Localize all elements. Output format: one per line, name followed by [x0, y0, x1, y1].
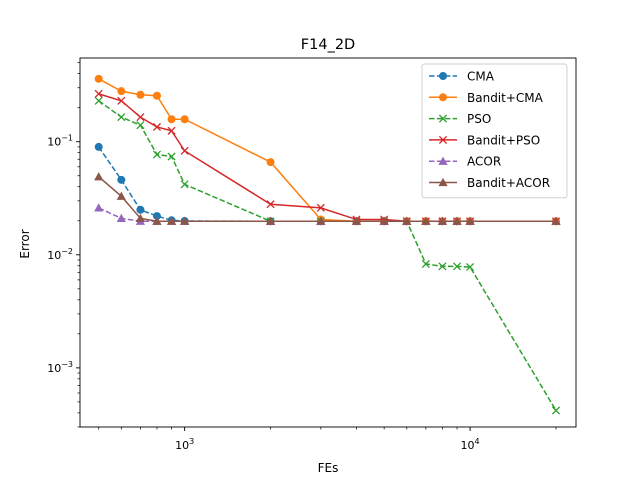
data-point-bandit-acor [94, 172, 104, 181]
legend-item-bandit-pso: Bandit+PSO [429, 133, 540, 147]
data-point-bandit-acor [351, 216, 362, 225]
legend-label: Bandit+CMA [467, 91, 544, 105]
data-point-pso [466, 262, 475, 272]
legend-item-bandit-acor: Bandit+ACOR [429, 176, 550, 190]
data-point-bandit-acor [152, 216, 162, 225]
data-point-bandit-cma [136, 90, 145, 99]
data-point-pso [94, 96, 103, 105]
y-tick-label: 10−2 [47, 247, 73, 262]
data-point-bandit-acor [265, 216, 276, 225]
data-point-bandit-pso [117, 96, 126, 105]
data-point-cma [94, 142, 103, 151]
legend-label: CMA [467, 70, 495, 84]
data-point-bandit-acor [551, 216, 561, 225]
data-point-bandit-cma [152, 91, 161, 100]
legend-box [421, 63, 568, 199]
data-point-bandit-cma [94, 74, 103, 83]
data-point-pso [421, 259, 430, 269]
data-point-pso [551, 406, 561, 415]
legend-item-pso: PSO [429, 112, 491, 126]
data-point-bandit-pso [316, 203, 325, 212]
data-point-bandit-pso [152, 122, 162, 132]
data-point-bandit-acor [452, 216, 462, 225]
data-point-bandit-cma [180, 115, 189, 124]
x-axis-label: FEs [318, 461, 339, 475]
data-point-bandit-acor [437, 216, 448, 225]
legend-label: Bandit+ACOR [467, 176, 550, 190]
data-point-bandit-acor [379, 216, 389, 225]
data-point-bandit-cma [167, 115, 176, 124]
data-point-acor [116, 213, 126, 223]
legend-marker [438, 156, 448, 165]
data-point-bandit-pso [167, 126, 176, 135]
data-point-bandit-acor [465, 216, 475, 225]
data-point-pso [167, 152, 176, 161]
data-point-acor [94, 203, 104, 212]
data-point-pso [438, 262, 447, 271]
data-point-bandit-acor [116, 191, 126, 200]
legend: CMA Bandit+CMA PSO Bandit+PSO ACOR Bandit+ACO… [421, 63, 568, 199]
data-point-cma [136, 205, 145, 214]
data-point-pso [152, 150, 162, 159]
series-bandit-acor [94, 172, 561, 225]
data-point-bandit-pso [136, 113, 145, 122]
legend-marker [438, 135, 448, 144]
series-line-bandit-acor [98, 176, 557, 222]
data-point-bandit-cma [266, 158, 275, 167]
data-point-bandit-acor [180, 216, 190, 225]
y-axis-label: Error [18, 229, 32, 258]
y-tick-label: 10−3 [47, 360, 73, 375]
data-point-bandit-acor [135, 213, 146, 223]
x-tick-label: 104 [461, 437, 480, 452]
data-point-pso [117, 113, 126, 122]
axis-ticks: 103 104 10−3 10−2 10−1 [47, 62, 557, 452]
data-point-pso [452, 262, 462, 271]
data-point-cma [152, 212, 161, 221]
data-point-cma [117, 175, 126, 184]
legend-marker [439, 93, 447, 102]
legend-label: PSO [467, 112, 491, 126]
legend-marker [438, 114, 448, 123]
series-line-cma [98, 146, 557, 222]
plot-area [94, 74, 561, 415]
data-point-bandit-acor [166, 216, 177, 225]
legend-marker [439, 72, 447, 80]
legend-marker [438, 177, 448, 187]
legend-label: Bandit+PSO [467, 133, 540, 147]
legend-label: ACOR [467, 155, 501, 169]
legend-item-bandit-cma: Bandit+CMA [429, 91, 544, 105]
data-point-bandit-acor [316, 216, 326, 225]
y-tick-label: 10−1 [47, 134, 73, 149]
data-point-bandit-pso [94, 89, 103, 98]
axes-frame [79, 57, 577, 428]
chart-title: F14_2D [301, 37, 355, 53]
x-tick-label: 103 [175, 437, 194, 452]
data-point-bandit-acor [402, 216, 412, 225]
data-point-bandit-pso [266, 200, 275, 209]
data-point-pso [180, 180, 189, 189]
data-point-bandit-cma [117, 87, 126, 96]
data-point-bandit-acor [421, 216, 431, 225]
legend-item-cma: CMA [429, 70, 495, 84]
legend-item-acor: ACOR [429, 155, 501, 169]
data-point-bandit-pso [180, 146, 189, 155]
data-point-pso [136, 121, 145, 130]
